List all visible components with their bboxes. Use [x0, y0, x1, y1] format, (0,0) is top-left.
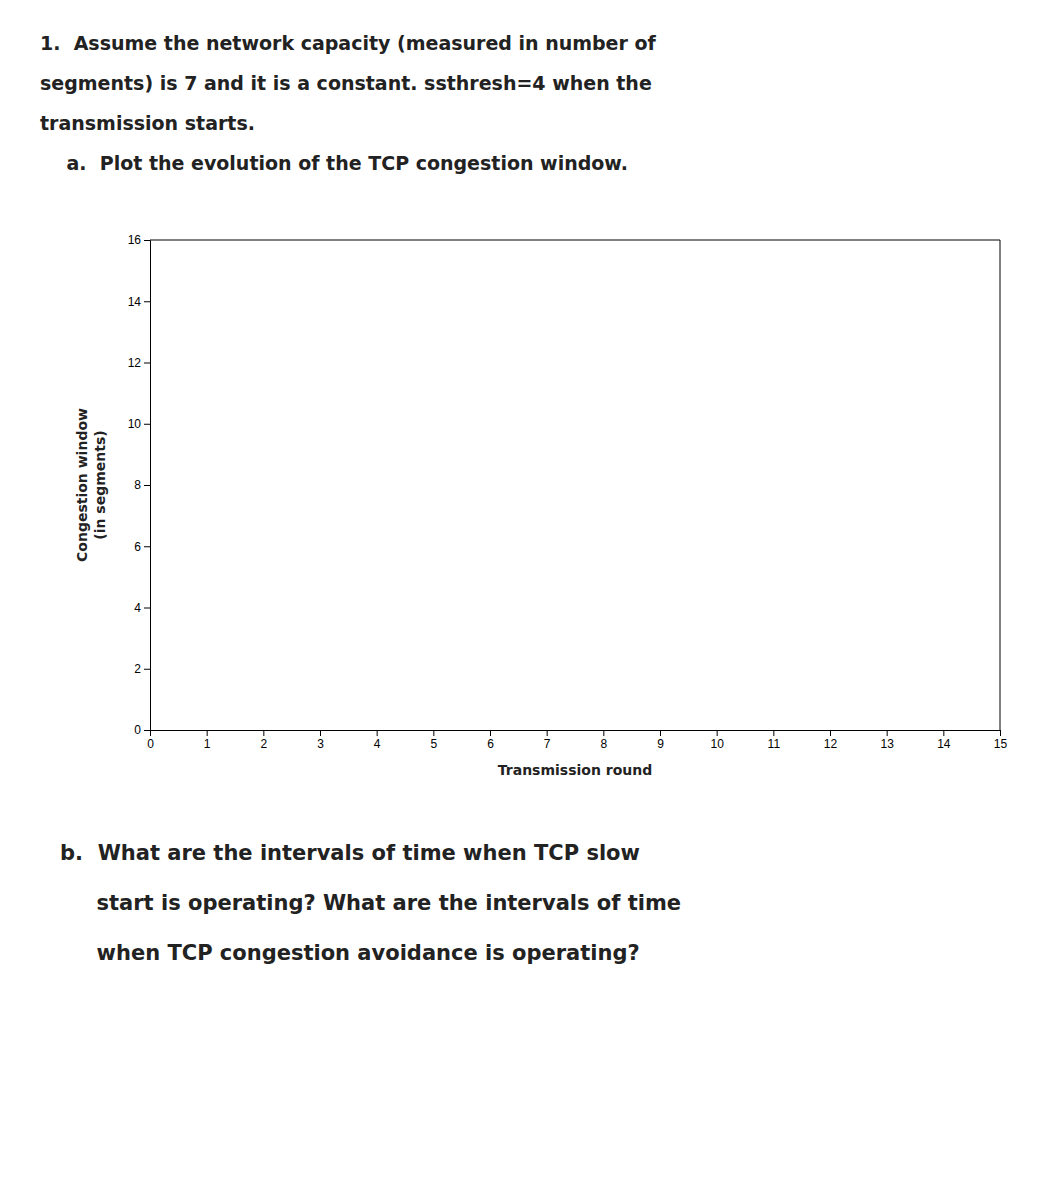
x-tick: 6 — [487, 730, 494, 751]
x-tick: 15 — [994, 730, 1008, 751]
y-tick-label: 16 — [128, 233, 142, 247]
x-tick-label: 6 — [487, 737, 494, 751]
y-tick: 0 — [134, 723, 150, 737]
x-tick-label: 8 — [600, 737, 607, 751]
y-tick-mark — [144, 669, 150, 670]
x-tick-mark — [717, 730, 718, 736]
y-axis-title-line: (in segments) — [92, 430, 108, 539]
annotation: b. What are the intervals of time when T… — [60, 841, 640, 865]
title-line: a. Plot the evolution of the TCP congest… — [40, 152, 628, 174]
x-tick-label: 4 — [374, 737, 381, 751]
x-tick-mark — [377, 730, 378, 736]
x-tick: 13 — [880, 730, 894, 751]
x-tick-label: 9 — [657, 737, 664, 751]
x-tick-label: 15 — [994, 737, 1008, 751]
x-tick-mark — [263, 730, 264, 736]
x-tick-mark — [490, 730, 491, 736]
y-tick-mark — [144, 424, 150, 425]
x-tick: 11 — [768, 730, 781, 751]
annotation: start is operating? What are the interva… — [60, 891, 681, 915]
y-tick: 10 — [128, 417, 150, 431]
y-tick-mark — [144, 240, 150, 241]
y-tick: 14 — [128, 295, 150, 309]
x-tick: 10 — [710, 730, 724, 751]
y-tick: 2 — [134, 662, 150, 676]
y-tick-label: 4 — [134, 601, 141, 615]
y-tick-mark — [144, 301, 150, 302]
x-tick-mark — [433, 730, 434, 736]
annotations: b. What are the intervals of time when T… — [60, 841, 681, 965]
x-tick-label: 2 — [260, 737, 267, 751]
x-tick-label: 7 — [544, 737, 551, 751]
x-tick-label: 10 — [710, 737, 724, 751]
x-tick-label: 13 — [880, 737, 894, 751]
x-tick: 2 — [260, 730, 267, 751]
y-axis-line — [144, 241, 151, 731]
x-tick: 7 — [544, 730, 551, 751]
x-tick: 8 — [600, 730, 607, 751]
y-axis: 0 2 4 6 8 10 12 14 16 — [128, 233, 151, 737]
x-tick: 5 — [430, 730, 437, 751]
x-tick: 4 — [374, 730, 381, 751]
x-tick-mark — [887, 730, 888, 736]
x-tick-label: 11 — [768, 737, 781, 751]
y-tick: 6 — [134, 540, 150, 554]
x-tick-mark — [660, 730, 661, 736]
x-tick-label: 0 — [147, 737, 154, 751]
x-tick-mark — [320, 730, 321, 736]
y-axis-title: Congestion window(in segments) — [74, 408, 108, 562]
x-tick: 3 — [317, 730, 324, 751]
x-tick: 14 — [937, 730, 951, 751]
chart: 1. Assume the network capacity (measured… — [0, 0, 1043, 1200]
x-tick-label: 1 — [204, 737, 211, 751]
x-tick-mark — [603, 730, 604, 736]
x-tick-mark — [547, 730, 548, 736]
y-tick: 12 — [128, 356, 150, 370]
y-tick-mark — [144, 730, 150, 731]
annotation: when TCP congestion avoidance is operati… — [60, 941, 640, 965]
y-tick: 16 — [128, 233, 150, 247]
x-tick-mark — [830, 730, 831, 736]
x-tick-mark — [1000, 730, 1001, 736]
x-axis: 0123456789101112131415 — [147, 730, 1007, 751]
x-tick: 12 — [824, 730, 838, 751]
y-tick-label: 0 — [134, 723, 141, 737]
y-tick: 8 — [134, 478, 150, 492]
y-tick-label: 6 — [134, 540, 141, 554]
x-axis-title: Transmission round — [498, 762, 652, 778]
x-tick: 0 — [147, 730, 154, 751]
y-tick-mark — [144, 363, 150, 364]
y-tick-label: 8 — [134, 478, 141, 492]
x-tick: 1 — [204, 730, 211, 751]
title-line: 1. Assume the network capacity (measured… — [40, 32, 657, 54]
title: 1. Assume the network capacity (measured… — [40, 32, 657, 174]
x-tick-label: 14 — [937, 737, 951, 751]
x-tick-label: 3 — [317, 737, 324, 751]
y-tick-mark — [144, 608, 150, 609]
y-tick-label: 12 — [128, 356, 142, 370]
y-tick-label: 10 — [128, 417, 142, 431]
x-tick-label: 12 — [824, 737, 838, 751]
y-axis-title-line: Congestion window — [74, 408, 90, 562]
title-line: transmission starts. — [40, 112, 255, 134]
y-tick-label: 14 — [128, 295, 142, 309]
x-tick: 9 — [657, 730, 664, 751]
x-tick-label: 5 — [430, 737, 437, 751]
x-axis-line — [151, 731, 1001, 737]
x-tick-mark — [943, 730, 944, 736]
y-tick: 4 — [134, 601, 150, 615]
title-line: segments) is 7 and it is a constant. sst… — [40, 72, 652, 94]
y-tick-label: 2 — [134, 662, 141, 676]
y-tick-mark — [144, 485, 150, 486]
y-tick-mark — [144, 546, 150, 547]
plot-frame — [150, 240, 1000, 730]
x-tick-mark — [773, 730, 774, 736]
x-tick-mark — [207, 730, 208, 736]
